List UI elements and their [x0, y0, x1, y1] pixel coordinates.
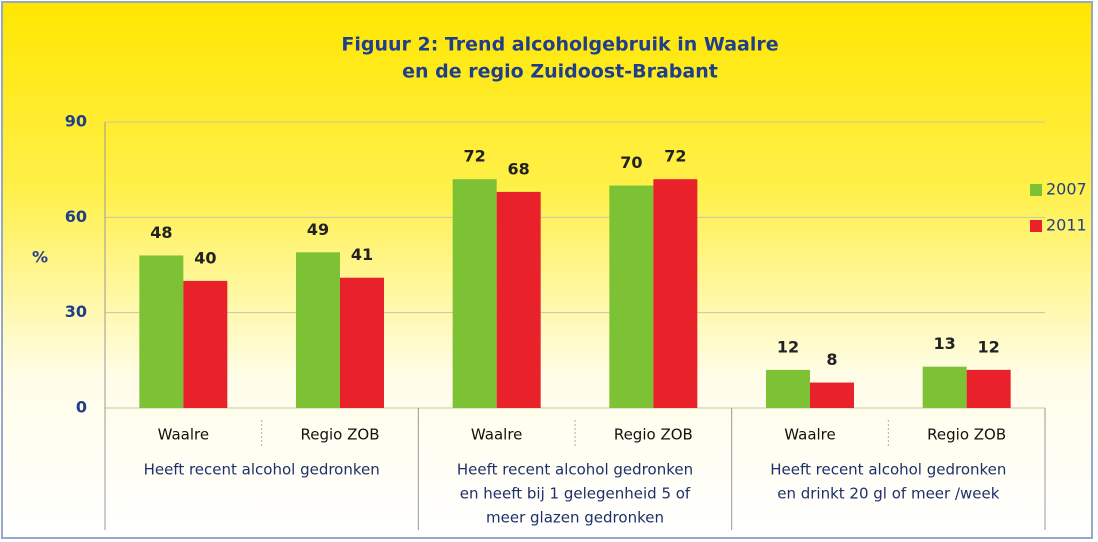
value-label: 40: [194, 248, 216, 267]
value-label: 49: [307, 220, 329, 239]
group-label: Heeft recent alcohol gedronken: [457, 461, 693, 479]
legend-label: 2011: [1046, 216, 1087, 235]
value-label: 72: [464, 147, 486, 166]
y-tick-label: 30: [65, 302, 87, 321]
bar: [766, 369, 810, 408]
group-label: Heeft recent alcohol gedronken: [144, 461, 380, 479]
x-tick-label: Regio ZOB: [301, 426, 380, 444]
value-label: 72: [664, 147, 686, 166]
bar: [810, 382, 854, 408]
legend-swatch: [1030, 184, 1042, 196]
bar: [653, 179, 698, 408]
x-tick-label: Regio ZOB: [614, 426, 693, 444]
legend-swatch: [1030, 220, 1042, 232]
y-tick-label: 90: [65, 112, 87, 131]
group-label: en heeft bij 1 gelegenheid 5 of: [460, 485, 691, 503]
bar: [139, 255, 184, 408]
x-tick-label: Waalre: [784, 426, 836, 444]
bar: [340, 277, 384, 408]
bar: [609, 185, 654, 408]
bar: [183, 280, 228, 408]
chart-title: Figuur 2: Trend alcoholgebruik in Waalre: [341, 34, 778, 56]
value-label: 8: [826, 350, 837, 369]
value-label: 68: [508, 159, 530, 178]
chart-title: en de regio Zuidoost-Brabant: [402, 61, 718, 83]
bar: [922, 366, 967, 408]
y-axis-label: %: [32, 248, 48, 267]
bar: [452, 179, 497, 408]
x-tick-label: Waalre: [158, 426, 210, 444]
value-label: 48: [150, 223, 172, 242]
value-label: 41: [351, 245, 373, 264]
value-label: 13: [934, 334, 956, 353]
x-tick-label: Waalre: [471, 426, 523, 444]
y-tick-label: 0: [76, 398, 87, 417]
group-label: meer glazen gedronken: [486, 509, 664, 527]
group-label: en drinkt 20 gl of meer /week: [777, 485, 1000, 503]
value-label: 12: [978, 337, 1000, 356]
bar: [966, 369, 1011, 408]
y-tick-label: 60: [65, 207, 87, 226]
group-label: Heeft recent alcohol gedronken: [770, 461, 1006, 479]
value-label: 12: [777, 337, 799, 356]
bar: [496, 191, 541, 408]
bar: [296, 252, 340, 408]
legend-label: 2007: [1046, 180, 1087, 199]
x-tick-label: Regio ZOB: [927, 426, 1006, 444]
value-label: 70: [620, 153, 642, 172]
